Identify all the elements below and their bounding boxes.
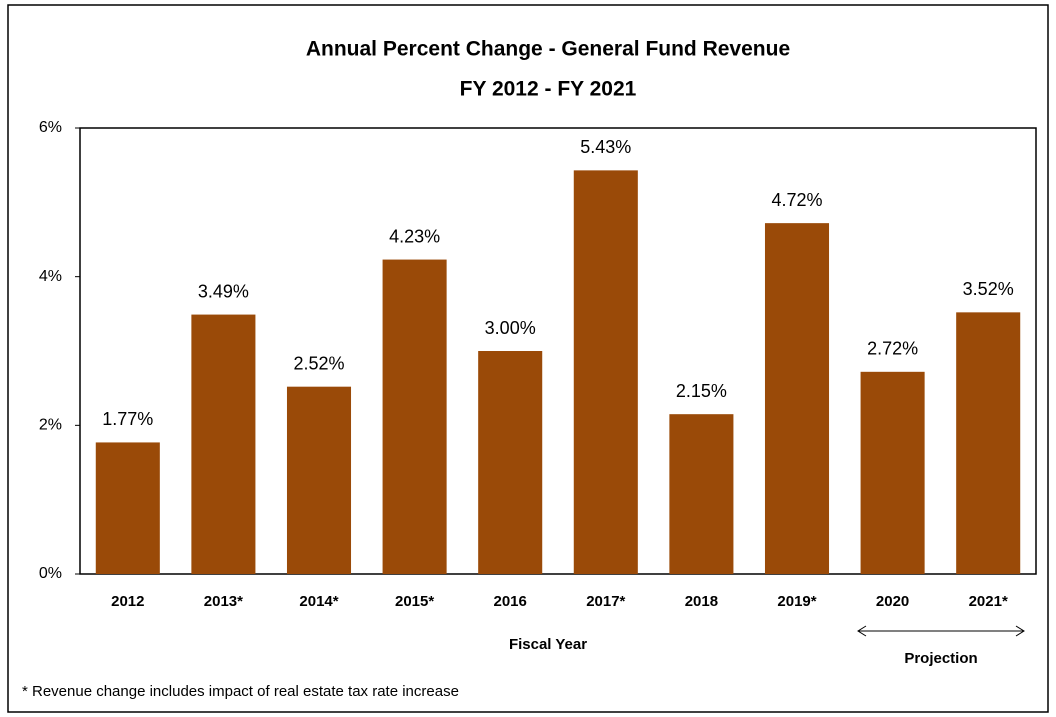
x-tick-label: 2021* <box>969 593 1008 610</box>
data-label: 4.72% <box>771 190 822 210</box>
x-tick-label: 2015* <box>395 593 434 610</box>
bar <box>382 259 447 574</box>
bar <box>956 312 1021 574</box>
chart-subtitle: FY 2012 - FY 2021 <box>460 78 637 101</box>
data-label: 4.23% <box>389 226 440 246</box>
data-label: 2.52% <box>293 353 344 373</box>
data-label: 5.43% <box>580 137 631 157</box>
projection-label: Projection <box>904 650 977 667</box>
x-tick-label: 2019* <box>777 593 816 610</box>
x-tick-label: 2018 <box>685 593 718 610</box>
x-tick-label: 2016 <box>494 593 527 610</box>
data-label: 1.77% <box>102 409 153 429</box>
x-tick-label: 2020 <box>876 593 909 610</box>
x-tick-label: 2017* <box>586 593 625 610</box>
bar <box>95 442 160 574</box>
bar <box>573 170 638 574</box>
x-tick-label: 2013* <box>204 593 243 610</box>
arrow-heads <box>857 625 1025 637</box>
data-label: 3.00% <box>485 318 536 338</box>
y-tick-label: 2% <box>39 417 62 434</box>
bar <box>286 386 352 574</box>
bar <box>191 314 256 574</box>
footnote: * Revenue change includes impact of real… <box>22 683 459 700</box>
bar <box>669 414 734 574</box>
bar <box>764 223 830 574</box>
y-tick-label: 4% <box>39 268 62 285</box>
bar <box>860 371 925 574</box>
x-axis-label: Fiscal Year <box>509 636 587 653</box>
x-tick-label: 2012 <box>111 593 144 610</box>
data-label: 3.52% <box>963 279 1014 299</box>
y-tick-label: 6% <box>39 119 62 136</box>
plot-area <box>79 127 1037 575</box>
chart-title: Annual Percent Change - General Fund Rev… <box>306 38 790 61</box>
y-tick-label: 0% <box>39 565 62 582</box>
x-tick-label: 2014* <box>299 593 338 610</box>
data-label: 2.15% <box>676 381 727 401</box>
data-label: 3.49% <box>198 281 249 301</box>
data-label: 2.72% <box>867 339 918 359</box>
bar <box>478 351 543 574</box>
